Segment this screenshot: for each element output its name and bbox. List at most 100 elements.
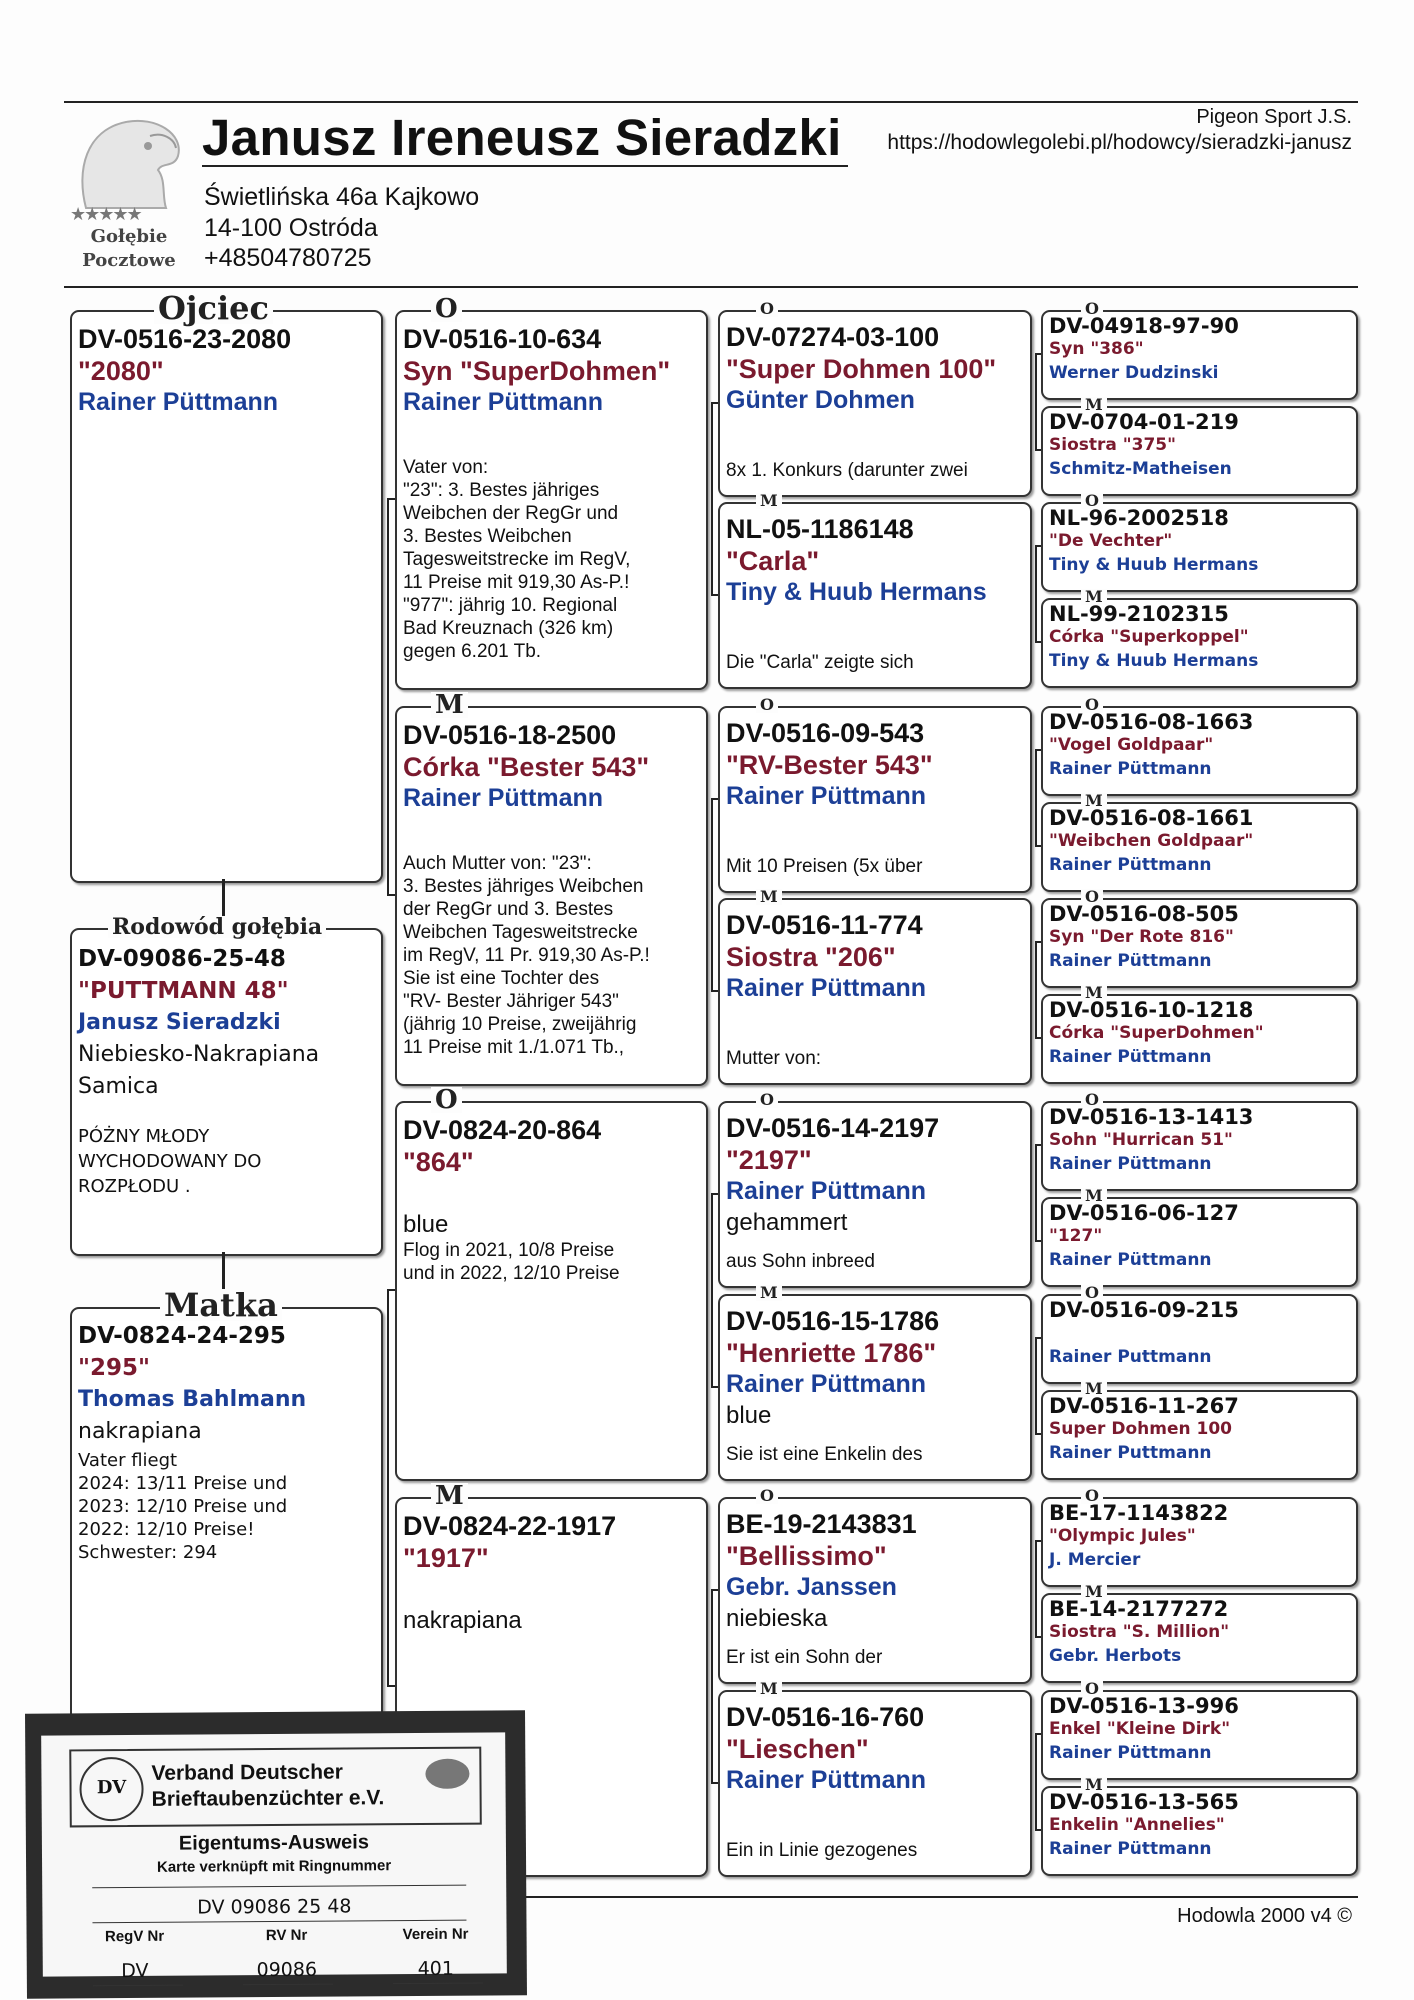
breeder-name: Werner Dudzinski [1049,363,1219,383]
connector-line [1035,1144,1041,1146]
pigeon-name: "Henriette 1786" [726,1338,937,1368]
connector-line [711,1193,718,1195]
card-header: DV Verband Deutscher Brieftaubenzüchter … [69,1746,482,1828]
pigeon-name: "Super Dohmen 100" [726,354,997,384]
connector-line [1035,1337,1037,1433]
breeder-name: Schmitz-Matheisen [1049,459,1232,479]
pedigree-card[interactable]: DV-0516-16-760 "Lieschen" Rainer Püttmann E… [718,1690,1032,1877]
pedigree-card[interactable]: DV-0516-13-565 Enkelin "Annelies" Rainer P… [1041,1786,1358,1876]
ring-number: NL-96-2002518 [1049,506,1229,530]
pedigree-card[interactable]: DV-09086-25-48 "PUTTMANN 48" Janusz Sierad… [70,928,383,1256]
ring-number: DV-07274-03-100 [726,322,940,352]
pigeon-name: Siostra "375" [1049,435,1176,455]
footer-rule [64,1896,1358,1898]
connector-line [711,798,713,990]
connector-line [1035,1733,1041,1735]
pedigree-card[interactable]: DV-0516-23-2080 "2080" Rainer Püttmann [70,310,383,883]
pigeon-notes: Vater fliegt 2024: 13/11 Preise und 2023… [78,1450,288,1563]
pedigree-card[interactable]: DV-0516-06-127 "127" Rainer Püttmann [1041,1197,1358,1287]
ring-number: NL-99-2102315 [1049,602,1229,626]
pigeon-name: Siostra "206" [726,942,896,972]
pedigree-card[interactable]: DV-0516-11-774 Siostra "206" Rainer Püttma… [718,898,1032,1085]
pigeon-name: "Olympic Jules" [1049,1526,1196,1546]
pedigree-card[interactable]: DV-0516-15-1786 "Henriette 1786" Rainer Pü… [718,1294,1032,1481]
card-rule [392,1982,483,1985]
pedigree-card[interactable]: DV-07274-03-100 "Super Dohmen 100" Günter … [718,310,1032,497]
stars-icon: ★★★★★ [70,204,143,224]
dam-label: M [756,1285,782,1302]
pedigree-card[interactable]: DV-0516-18-2500 Córka "Bester 543" Rainer … [395,706,708,1086]
connector-line [711,1589,713,1782]
pigeon-name: "Carla" [726,546,820,576]
pigeon-name: "Lieschen" [726,1734,869,1764]
pedigree-card[interactable]: DV-0516-08-505 Syn "Der Rote 816" Rainer P… [1041,898,1358,988]
ring-number: DV-0516-10-1218 [1049,998,1254,1022]
dam-label: M [1081,589,1107,606]
pedigree-card[interactable]: DV-0516-08-1663 "Vogel Goldpaar" Rainer Pü… [1041,706,1358,796]
dam-label: M [756,493,782,510]
pedigree-card[interactable]: DV-0516-13-996 Enkel "Kleine Dirk" Rainer … [1041,1690,1358,1780]
connector-line [1035,641,1041,643]
connector-line [711,402,713,594]
sire-label: O [1081,1681,1103,1698]
pedigree-card[interactable]: NL-96-2002518 "De Vechter" Tiny & Huub Her… [1041,502,1358,592]
pigeon-name: Enkelin "Annelies" [1049,1815,1225,1835]
sire-label: O [431,295,462,322]
pigeon-notes: Die "Carla" zeigte sich [726,652,914,673]
breeder-title: Janusz Ireneusz Sieradzki [202,109,842,166]
ring-number: DV-0516-09-215 [1049,1298,1239,1322]
pigeon-name: "2080" [78,356,164,386]
pedigree-card[interactable]: NL-99-2102315 Córka "Superkoppel" Tiny & H… [1041,598,1358,688]
pedigree-card[interactable]: DV-0516-13-1413 Sohn "Hurrican 51" Rainer … [1041,1101,1358,1191]
connector-line [711,798,718,800]
pedigree-card[interactable]: DV-0516-14-2197 "2197" Rainer Püttmann geha… [718,1101,1032,1288]
breeder-name: Günter Dohmen [726,386,915,414]
breeder-name: Rainer Püttmann [726,1766,927,1794]
ring-number: DV-0516-08-505 [1049,902,1239,926]
connector-line [1035,1733,1037,1829]
ring-number: DV-04918-97-90 [1049,314,1239,338]
pedigree-card[interactable]: NL-05-1186148 "Carla" Tiny & Huub Hermans D… [718,502,1032,689]
pedigree-card[interactable]: DV-0516-11-267 Super Dohmen 100 Rainer Put… [1041,1390,1358,1480]
address-city: 14-100 Ostróda [204,214,378,242]
pigeon-name: Syn "Der Rote 816" [1049,927,1234,947]
pedigree-card[interactable]: BE-19-2143831 "Bellissimo" Gebr. Janssen ni… [718,1497,1032,1684]
pedigree-card[interactable]: BE-14-2177272 Siostra "S. Million" Gebr. H… [1041,1593,1358,1683]
connector-line [711,594,718,596]
ring-number: DV-0516-06-127 [1049,1201,1239,1225]
pedigree-card[interactable]: DV-0824-20-864 "864" blue Flog in 2021, 10/… [395,1101,708,1481]
pigeon-name: "Vogel Goldpaar" [1049,735,1214,755]
pedigree-card[interactable]: BE-17-1143822 "Olympic Jules" J. Mercier [1041,1497,1358,1587]
ring-number: DV-09086-25-48 [78,946,286,972]
sire-label: O [1081,1092,1103,1109]
ring-number: DV-0516-10-634 [403,324,602,354]
dam-label: M [1081,1777,1107,1794]
ring-number: DV-0516-13-565 [1049,1790,1239,1814]
pedigree-card[interactable]: DV-04918-97-90 Syn "386" Werner Dudzinski [1041,310,1358,400]
dam-label: M [1081,793,1107,810]
pigeon-notes: aus Sohn inbreed [726,1251,875,1272]
pedigree-card[interactable]: DV-0516-10-634 Syn "SuperDohmen" Rainer Pü… [395,310,708,690]
breeder-name: Tiny & Huub Hermans [1049,651,1259,671]
pigeon-color: niebieska [726,1605,828,1632]
breeder-url[interactable]: https://hodowlegolebi.pl/hodowcy/sieradz… [887,131,1352,154]
connector-line [711,1193,713,1386]
ring-number: BE-14-2177272 [1049,1597,1229,1621]
dam-label: M [1081,397,1107,414]
connector-line [711,1386,718,1388]
pedigree-card[interactable]: DV-0704-01-219 Siostra "375" Schmitz-Mathe… [1041,406,1358,496]
breeder-name: Gebr. Herbots [1049,1646,1182,1666]
pedigree-card[interactable]: DV-0516-10-1218 Córka "SuperDohmen" Rainer… [1041,994,1358,1084]
connector-line [1035,941,1041,943]
phone-number: +48504780725 [204,244,372,272]
connector-line [1035,1829,1041,1831]
pedigree-card[interactable]: DV-0516-09-215 Rainer Puttmann [1041,1294,1358,1384]
breeder-name: Rainer Püttmann [1049,1743,1212,1763]
pigeon-notes: Flog in 2021, 10/8 Preise und in 2022, 1… [403,1240,620,1284]
logo-text-line2: Pocztowe [82,250,176,271]
connector-line [711,990,718,992]
pedigree-card[interactable]: DV-0516-09-543 "RV-Bester 543" Rainer Pütt… [718,706,1032,893]
pedigree-card[interactable]: DV-0516-08-1661 "Weibchen Goldpaar" Rainer… [1041,802,1358,892]
dam-label: M [1081,985,1107,1002]
card-title: Eigentums-Ausweis [178,1831,370,1855]
